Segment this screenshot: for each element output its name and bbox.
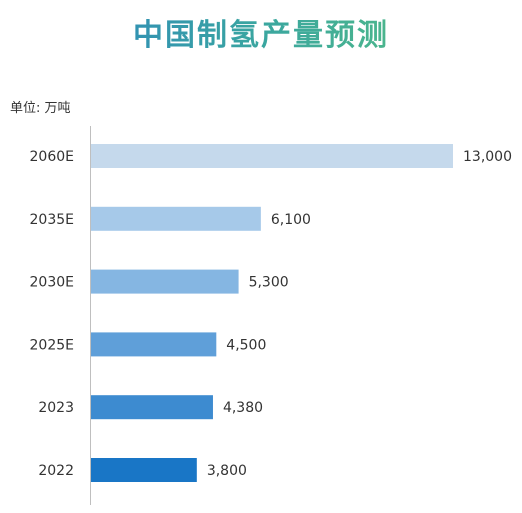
- category-label: 2022: [38, 463, 74, 479]
- category-label: 2023: [38, 400, 74, 416]
- value-label: 3,800: [207, 463, 247, 479]
- bar: [91, 206, 261, 231]
- category-label: 2030E: [30, 275, 74, 291]
- bar: [91, 458, 197, 482]
- value-label: 4,500: [226, 337, 266, 353]
- category-label: 2035E: [30, 212, 74, 228]
- bar: [91, 332, 217, 357]
- bar: [91, 269, 239, 294]
- unit-label: 单位: 万吨: [10, 101, 71, 116]
- category-label: 2025E: [30, 337, 74, 353]
- value-label: 13,000: [463, 149, 512, 165]
- value-label: 5,300: [249, 275, 289, 291]
- chart-title: 中国制氢产量预测: [0, 14, 522, 58]
- bar: [91, 395, 213, 420]
- bar: [91, 144, 453, 168]
- category-label: 2060E: [30, 149, 74, 165]
- value-label: 4,380: [223, 400, 263, 416]
- value-label: 6,100: [271, 212, 311, 228]
